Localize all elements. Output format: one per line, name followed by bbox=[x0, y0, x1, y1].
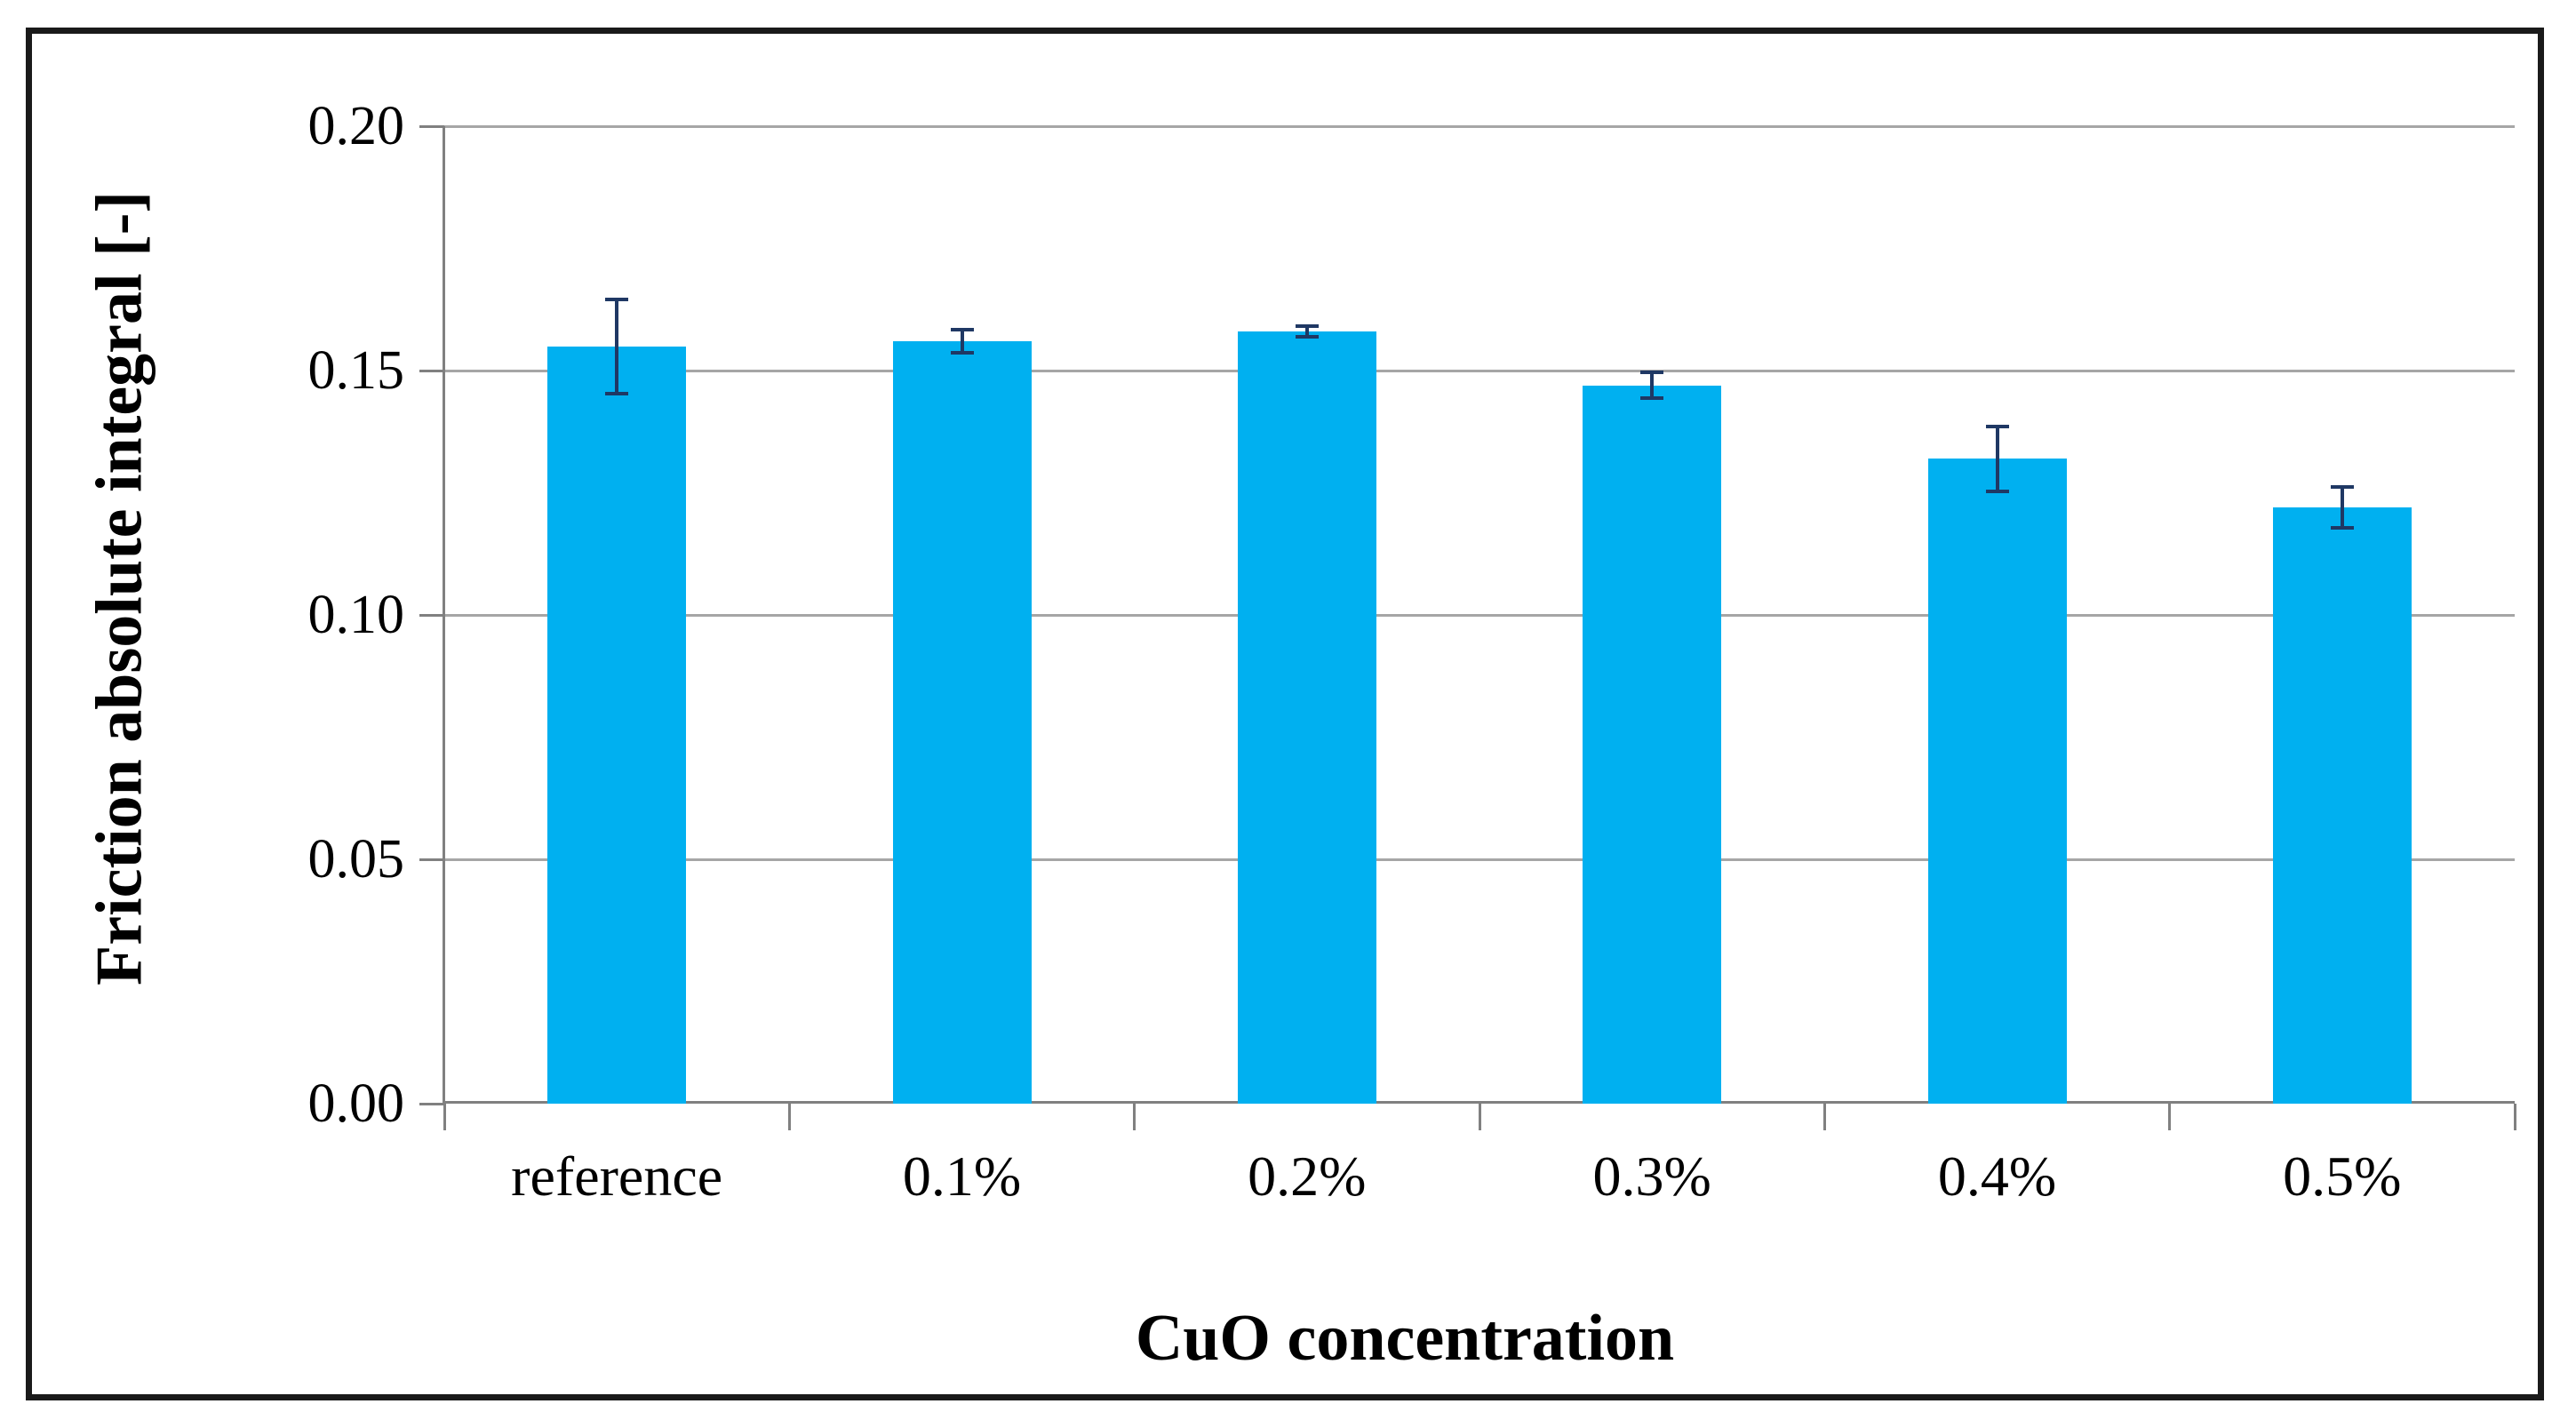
error-bar-cap-top bbox=[605, 297, 629, 301]
error-bar-0-5 bbox=[2330, 485, 2354, 530]
error-bar-line bbox=[1304, 323, 1309, 339]
error-bar-cap-top bbox=[1985, 424, 2009, 428]
y-axis-title: Friction absolute integral [-] bbox=[83, 191, 156, 985]
error-bar-0-3 bbox=[1640, 371, 1664, 400]
x-axis-tick-6 bbox=[2513, 1104, 2516, 1130]
error-bar-line bbox=[2340, 485, 2344, 530]
y-tick-label-0.10: 0.10 bbox=[307, 585, 405, 645]
error-bar-0-1 bbox=[950, 328, 974, 355]
error-bar-cap-top bbox=[2330, 485, 2354, 490]
x-axis-tick-5 bbox=[2168, 1104, 2172, 1130]
x-category-label-0-3: 0.3% bbox=[1592, 1145, 1711, 1208]
x-category-label-0-2: 0.2% bbox=[1248, 1145, 1367, 1208]
plot-area: 0.00 0.05 0.10 0.15 0.20 reference 0.1% 0.2% 0.3… bbox=[308, 96, 2516, 1208]
x-axis-tick-0 bbox=[443, 1104, 446, 1130]
gridline-0.05 bbox=[444, 858, 2515, 861]
error-bar-line bbox=[960, 328, 964, 355]
y-axis-tick-0.15 bbox=[419, 369, 444, 372]
x-axis-tick-1 bbox=[787, 1104, 791, 1130]
error-bar-0-2 bbox=[1295, 323, 1319, 339]
x-category-label-0-1: 0.1% bbox=[902, 1145, 1022, 1208]
error-bar-0-4 bbox=[1985, 424, 2009, 493]
y-axis-line bbox=[443, 126, 445, 1104]
y-tick-label-0.15: 0.15 bbox=[307, 340, 405, 401]
error-bar-cap-bottom bbox=[950, 350, 974, 355]
error-bar-reference bbox=[605, 297, 629, 395]
bar-reference bbox=[547, 346, 687, 1104]
x-axis-tick-4 bbox=[1822, 1104, 1826, 1130]
x-axis-tick-3 bbox=[1478, 1104, 1481, 1130]
error-bar-cap-bottom bbox=[2330, 525, 2354, 530]
x-axis-line bbox=[444, 1101, 2515, 1104]
bar-0-2 bbox=[1237, 331, 1376, 1104]
y-tick-label-0.20: 0.20 bbox=[307, 96, 405, 156]
figure-frame: 0.00 0.05 0.10 0.15 0.20 reference 0.1% 0.2% 0.3… bbox=[26, 28, 2544, 1400]
error-bar-cap-bottom bbox=[1295, 335, 1319, 339]
gridline-0.20 bbox=[444, 124, 2515, 128]
bar-0-5 bbox=[2272, 507, 2412, 1104]
error-bar-cap-top bbox=[1640, 371, 1664, 374]
error-bar-cap-top bbox=[950, 328, 974, 332]
y-tick-label-0.05: 0.05 bbox=[307, 829, 405, 890]
y-axis-tick-0.05 bbox=[419, 858, 444, 861]
error-bar-cap-bottom bbox=[605, 391, 629, 395]
y-tick-label-0.00: 0.00 bbox=[307, 1073, 405, 1134]
bar-0-4 bbox=[1927, 459, 2067, 1104]
gridline-0.15 bbox=[444, 369, 2515, 372]
error-bar-cap-top bbox=[1295, 323, 1319, 328]
x-axis-title: CuO concentration bbox=[1135, 1302, 1675, 1375]
error-bar-cap-bottom bbox=[1985, 489, 2009, 493]
bar-0-3 bbox=[1583, 385, 1722, 1104]
bar-0-1 bbox=[892, 341, 1032, 1104]
error-bar-line bbox=[615, 297, 619, 395]
error-bar-line bbox=[1995, 424, 1999, 493]
x-category-label-reference: reference bbox=[511, 1145, 723, 1208]
x-category-label-0-5: 0.5% bbox=[2283, 1145, 2402, 1208]
x-category-label-0-4: 0.4% bbox=[1937, 1145, 2057, 1208]
gridline-0.10 bbox=[444, 613, 2515, 617]
error-bar-line bbox=[1650, 371, 1655, 400]
error-bar-cap-bottom bbox=[1640, 396, 1664, 400]
y-axis-tick-0.10 bbox=[419, 613, 444, 617]
y-axis-tick-0.20 bbox=[419, 124, 444, 128]
x-axis-tick-2 bbox=[1133, 1104, 1136, 1130]
y-axis-tick-0.00 bbox=[419, 1102, 444, 1105]
